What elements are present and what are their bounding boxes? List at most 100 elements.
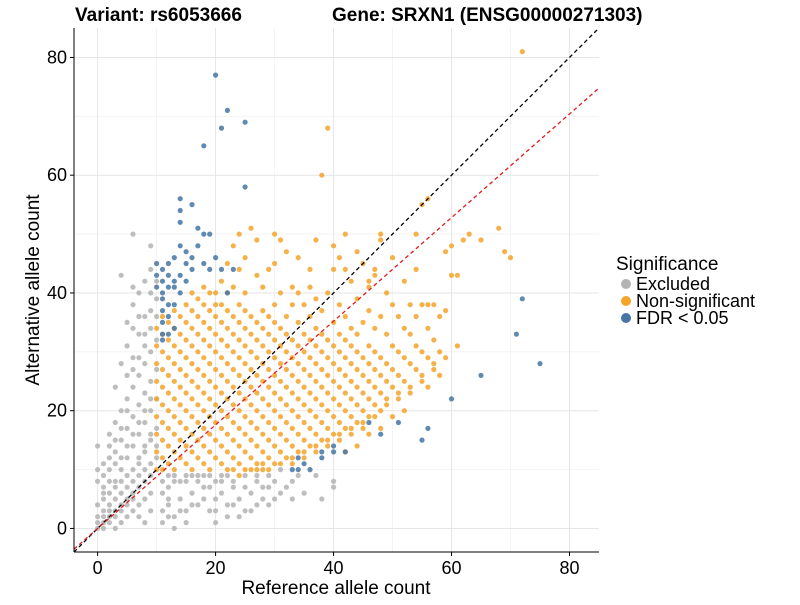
point-non-significant (366, 361, 372, 367)
point-excluded (154, 313, 160, 320)
point-excluded (136, 372, 142, 378)
point-excluded (213, 508, 219, 514)
point-excluded (95, 514, 101, 520)
point-non-significant (195, 366, 201, 373)
point-non-significant (301, 366, 307, 373)
point-non-significant (336, 402, 342, 408)
point-excluded (142, 331, 148, 337)
point-excluded (106, 502, 112, 508)
point-excluded (201, 472, 207, 479)
point-non-significant (283, 366, 289, 373)
point-excluded (100, 484, 107, 490)
legend-swatch-non-significant (621, 296, 631, 306)
point-fdr (171, 278, 177, 284)
point-excluded (319, 496, 325, 502)
point-non-significant (171, 378, 177, 384)
legend-label-non-significant: Non-significant (636, 291, 755, 311)
point-non-significant (348, 425, 354, 431)
point-non-significant (342, 372, 348, 378)
point-non-significant (207, 449, 213, 455)
point-non-significant (336, 437, 342, 443)
point-excluded (130, 431, 136, 437)
point-non-significant (277, 449, 284, 455)
point-non-significant (224, 343, 230, 349)
point-non-significant (266, 349, 272, 355)
point-excluded (313, 472, 319, 479)
point-non-significant (207, 308, 213, 314)
point-non-significant (348, 343, 354, 349)
point-non-significant (218, 355, 225, 361)
point-non-significant (201, 425, 207, 431)
point-non-significant (301, 455, 307, 461)
point-non-significant (431, 366, 437, 373)
point-fdr (331, 449, 337, 455)
point-non-significant (295, 378, 301, 384)
point-non-significant (354, 384, 360, 390)
point-fdr (319, 449, 325, 455)
x-tick-label: 60 (442, 558, 462, 578)
point-fdr (419, 437, 425, 443)
point-non-significant (419, 372, 425, 378)
point-non-significant (272, 408, 278, 414)
point-non-significant (266, 419, 272, 426)
point-excluded (142, 419, 148, 426)
point-non-significant (395, 372, 401, 378)
point-non-significant (248, 225, 254, 231)
point-non-significant (224, 260, 230, 267)
point-non-significant (213, 455, 219, 461)
point-non-significant (189, 467, 195, 473)
point-non-significant (313, 378, 319, 384)
point-fdr (154, 272, 160, 278)
point-excluded (100, 490, 107, 496)
point-non-significant (372, 349, 378, 355)
point-excluded (260, 484, 266, 490)
point-non-significant (301, 402, 307, 408)
point-non-significant (189, 361, 195, 367)
point-non-significant (201, 284, 207, 290)
point-excluded (100, 496, 107, 502)
point-excluded (277, 467, 284, 473)
point-excluded (136, 290, 142, 296)
point-non-significant (248, 402, 254, 408)
point-excluded (100, 472, 107, 479)
chart-title-variant: Variant: rs6053666 (75, 5, 242, 26)
point-fdr (171, 325, 177, 331)
point-fdr (513, 331, 520, 337)
point-non-significant (454, 343, 460, 349)
point-non-significant (254, 355, 260, 361)
point-non-significant (336, 384, 342, 390)
point-excluded (230, 502, 236, 508)
point-non-significant (201, 337, 207, 343)
point-non-significant (242, 325, 248, 331)
grid-lines (74, 28, 599, 552)
point-non-significant (378, 390, 384, 396)
point-excluded (331, 478, 337, 484)
point-non-significant (266, 313, 272, 320)
point-fdr (177, 196, 183, 202)
point-excluded (136, 331, 142, 337)
point-excluded (266, 502, 272, 508)
legend-swatch-fdr (621, 313, 631, 323)
point-non-significant (307, 390, 313, 396)
point-non-significant (448, 243, 455, 249)
reference-line-identity (74, 28, 599, 552)
point-non-significant (295, 255, 301, 261)
point-fdr (177, 207, 183, 214)
point-excluded (142, 449, 148, 455)
legend-title: Significance (616, 254, 718, 275)
point-excluded (112, 437, 118, 443)
point-non-significant (183, 425, 189, 431)
point-fdr (224, 290, 230, 296)
point-non-significant (395, 390, 401, 396)
point-excluded (136, 514, 142, 520)
point-excluded (248, 508, 254, 514)
point-fdr (213, 255, 219, 261)
point-non-significant (389, 255, 396, 261)
point-non-significant (236, 337, 242, 343)
point-non-significant (372, 272, 378, 278)
point-excluded (189, 502, 195, 508)
point-non-significant (319, 349, 325, 355)
point-non-significant (336, 302, 342, 308)
point-non-significant (354, 443, 360, 449)
point-non-significant (354, 419, 360, 426)
